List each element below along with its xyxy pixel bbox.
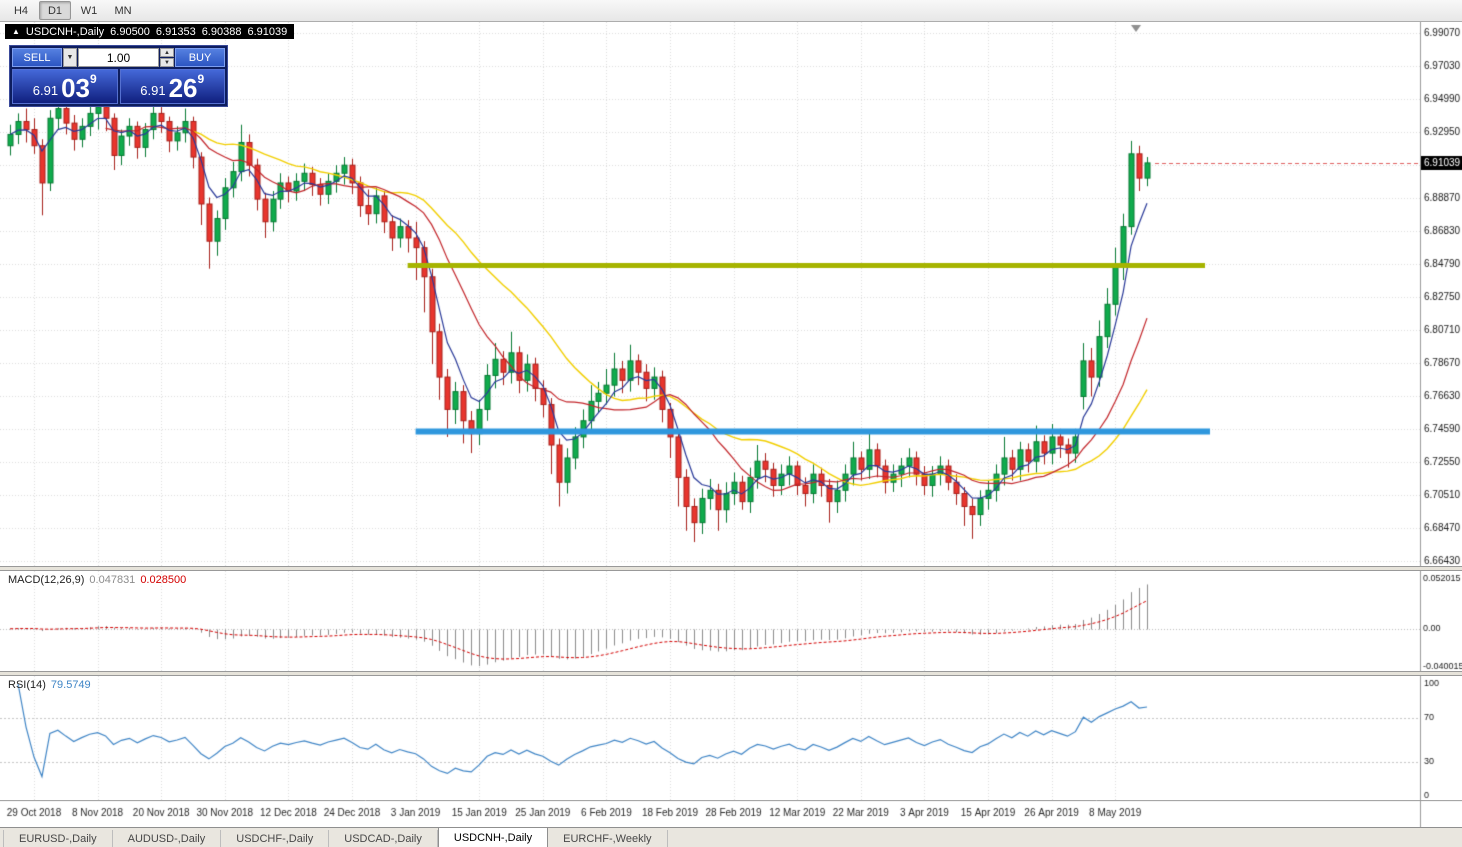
volume-down-button[interactable]: ▼ xyxy=(160,58,174,67)
buy-price-prefix: 6.91 xyxy=(140,83,166,98)
sell-price-display[interactable]: 6.91 03 9 xyxy=(12,69,118,104)
chart-tabs-bar: EURUSD-,Daily AUDUSD-,Daily USDCHF-,Dail… xyxy=(0,827,1462,847)
sell-price-prefix: 6.91 xyxy=(32,83,59,98)
buy-price-big-digits: 26 xyxy=(168,72,198,103)
price-chart-canvas[interactable] xyxy=(0,22,1462,566)
buy-price-display[interactable]: 6.91 26 9 xyxy=(119,69,225,104)
chart-symbol-period: USDCNH-,Daily xyxy=(25,25,105,38)
dropdown-arrow-icon: ▼ xyxy=(66,54,74,61)
rsi-name: RSI(14) xyxy=(8,679,46,691)
buy-price-pip-digit: 9 xyxy=(197,72,205,86)
sell-button[interactable]: SELL xyxy=(12,48,62,67)
tab-audusd-daily[interactable]: AUDUSD-,Daily xyxy=(113,830,222,847)
tab-eurchf-weekly[interactable]: EURCHF-,Weekly xyxy=(548,830,668,847)
tab-eurusd-daily[interactable]: EURUSD-,Daily xyxy=(3,830,113,847)
rsi-pane-canvas[interactable] xyxy=(0,676,1462,800)
macd-main-value: 0.047831 xyxy=(89,574,136,586)
chart-low-value: 6.90388 xyxy=(201,25,242,38)
macd-name: MACD(12,26,9) xyxy=(8,574,85,586)
top-toolbar: H4 D1 W1 MN xyxy=(0,0,1462,22)
rsi-value: 79.5749 xyxy=(50,679,91,691)
rsi-indicator-label: RSI(14) 79.5749 xyxy=(8,679,91,691)
tab-usdchf-daily[interactable]: USDCHF-,Daily xyxy=(221,830,330,847)
rsi-pane-splitter[interactable] xyxy=(0,671,1462,676)
macd-signal-value: 0.028500 xyxy=(140,574,187,586)
volume-dropdown-button[interactable]: ▼ xyxy=(63,48,77,67)
timeframe-h4-button[interactable]: H4 xyxy=(13,4,29,17)
sell-price-pip-digit: 9 xyxy=(90,72,97,86)
sell-price-big-digits: 03 xyxy=(61,72,91,103)
chart-open-value: 6.90500 xyxy=(110,25,150,38)
volume-spinner: ▲ ▼ xyxy=(160,48,174,67)
chart-title-bar: ▲ USDCNH-,Daily 6.90500 6.91353 6.90388 … xyxy=(5,24,295,39)
chart-title-arrow-icon: ▲ xyxy=(12,26,20,36)
timeframe-mn-button[interactable]: MN xyxy=(114,4,132,17)
timeframe-w1-button[interactable]: W1 xyxy=(80,4,98,17)
chart-high-value: 6.91353 xyxy=(155,25,196,38)
buy-button[interactable]: BUY xyxy=(175,48,225,67)
macd-pane-canvas[interactable] xyxy=(0,571,1462,671)
time-axis-canvas[interactable] xyxy=(0,800,1462,827)
macd-pane-splitter[interactable] xyxy=(0,566,1462,571)
timeframe-d1-button[interactable]: D1 xyxy=(39,1,71,20)
macd-indicator-label: MACD(12,26,9) 0.047831 0.028500 xyxy=(8,574,186,586)
chart-close-value: 6.91039 xyxy=(247,25,288,38)
tab-usdcad-daily[interactable]: USDCAD-,Daily xyxy=(329,830,438,847)
one-click-trading-panel: SELL ▼ ▲ ▼ BUY 6.91 03 9 6.91 26 9 xyxy=(9,45,228,107)
volume-input[interactable] xyxy=(78,48,159,67)
volume-up-button[interactable]: ▲ xyxy=(160,48,174,57)
tab-usdcnh-daily[interactable]: USDCNH-,Daily xyxy=(437,827,549,847)
